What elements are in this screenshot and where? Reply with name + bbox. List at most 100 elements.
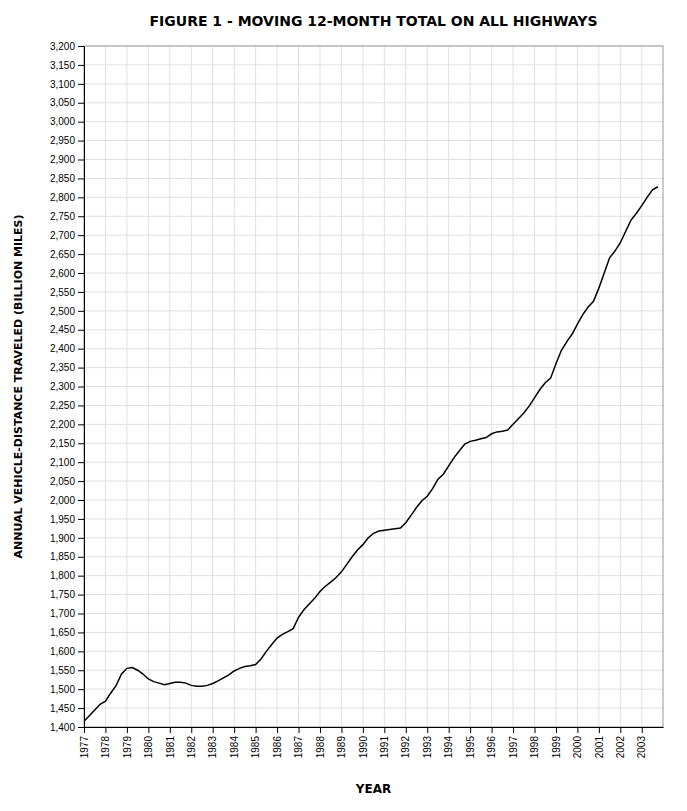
x-tick-mark	[277, 727, 278, 733]
x-tick: 2003	[636, 727, 647, 758]
y-tick-label: 2,700	[50, 230, 75, 241]
y-tick-label: 2,500	[50, 306, 75, 317]
y-tick: 2,050	[50, 476, 84, 487]
x-tick-label: 1993	[422, 736, 433, 759]
x-tick-mark	[84, 727, 85, 733]
x-tick: 1987	[293, 727, 304, 758]
x-tick: 1991	[379, 727, 390, 758]
x-tick: 1986	[272, 727, 283, 758]
x-tick: 1981	[165, 727, 176, 758]
x-tick-mark	[470, 727, 471, 733]
x-tick-mark	[620, 727, 621, 733]
title: FIGURE 1 - MOVING 12-MONTH TOTAL ON ALL …	[150, 13, 598, 29]
grid-line-y	[84, 102, 663, 103]
x-tick: 1998	[529, 727, 540, 758]
y-tick-mark	[78, 651, 84, 652]
y-tick-mark	[78, 216, 84, 217]
y-tick-label: 1,500	[50, 684, 75, 695]
y-tick-mark	[78, 387, 84, 388]
y-tick: 1,700	[50, 608, 84, 619]
y-tick-label: 3,150	[50, 60, 75, 71]
y-tick-label: 2,050	[50, 476, 75, 487]
x-tick-label: 1986	[272, 736, 283, 759]
y-tick-mark	[78, 178, 84, 179]
y-tick-mark	[78, 141, 84, 142]
grid-line-y	[84, 443, 663, 444]
y-tick: 1,400	[50, 722, 84, 733]
y-tick-label: 2,250	[50, 400, 75, 411]
grid-line-y	[84, 481, 663, 482]
x-tick-label: 1990	[358, 736, 369, 759]
y-tick-label: 1,450	[50, 703, 75, 714]
grid-line-y	[84, 575, 663, 576]
x-tick-mark	[320, 727, 321, 733]
x-tick-mark	[363, 727, 364, 733]
y-tick: 1,800	[50, 570, 84, 581]
y-tick: 1,450	[50, 703, 84, 714]
x-tick-mark	[492, 727, 493, 733]
y-tick-label: 1,600	[50, 646, 75, 657]
x-tick-label: 1991	[379, 736, 390, 759]
y-tick-mark	[78, 689, 84, 690]
x-tick-mark	[535, 727, 536, 733]
grid-line-y	[84, 518, 663, 519]
x-tick: 1996	[486, 727, 497, 758]
y-tick-mark	[78, 481, 84, 482]
y-tick-mark	[78, 122, 84, 123]
y-tick-mark	[78, 500, 84, 501]
grid-line-y	[84, 291, 663, 292]
y-tick: 3,200	[50, 41, 84, 52]
grid-line-y	[84, 632, 663, 633]
x-tick-mark	[105, 727, 106, 733]
x-tick: 1994	[443, 727, 454, 758]
grid	[84, 46, 663, 727]
grid-line-y	[84, 367, 663, 368]
x-tick: 1984	[229, 727, 240, 758]
y-tick-mark	[78, 292, 84, 293]
y-tick-mark	[78, 349, 84, 350]
y-tick: 2,250	[50, 400, 84, 411]
y-tick: 1,550	[50, 665, 84, 676]
y-tick-label: 2,200	[50, 419, 75, 430]
grid-line-y	[84, 424, 663, 425]
y-tick-mark	[78, 576, 84, 577]
grid-line-y	[84, 613, 663, 614]
y-tick-label: 2,900	[50, 154, 75, 165]
x-tick-label: 2001	[594, 736, 605, 759]
y-tick-label: 3,000	[50, 116, 75, 127]
x-tick-label: 1983	[207, 736, 218, 759]
x-axis-title: YEAR	[355, 782, 391, 796]
grid-line-y	[84, 310, 663, 311]
grid-line-y	[84, 83, 663, 84]
y-tick-label: 2,600	[50, 268, 75, 279]
x-tick-mark	[299, 727, 300, 733]
y-tick-label: 2,100	[50, 457, 75, 468]
y-tick-mark	[78, 235, 84, 236]
y-tick: 2,350	[50, 362, 84, 373]
y-tick-mark	[78, 84, 84, 85]
y-tick-mark	[78, 424, 84, 425]
y-tick-label: 2,400	[50, 343, 75, 354]
y-tick-label: 2,850	[50, 173, 75, 184]
y-tick-label: 1,800	[50, 570, 75, 581]
y-tick-label: 1,550	[50, 665, 75, 676]
x-tick-label: 2002	[615, 736, 626, 759]
y-tick: 1,650	[50, 627, 84, 638]
y-tick-label: 1,900	[50, 533, 75, 544]
grid-line-y	[84, 216, 663, 217]
grid-line-y	[84, 689, 663, 690]
grid-line-y	[84, 329, 663, 330]
y-tick: 2,000	[50, 495, 84, 506]
y-tick-label: 2,150	[50, 438, 75, 449]
x-tick-label: 1980	[143, 736, 154, 759]
y-tick-label: 1,700	[50, 608, 75, 619]
grid-line-y	[84, 708, 663, 709]
chart: 1977197819791980198119821983198419851986…	[0, 0, 687, 811]
y-tick-mark	[78, 727, 84, 728]
x-tick: 2000	[572, 727, 583, 758]
y-tick-mark	[78, 670, 84, 671]
x-tick-label: 1989	[336, 736, 347, 759]
x-tick-mark	[384, 727, 385, 733]
y-tick-label: 3,050	[50, 97, 75, 108]
y-tick: 2,900	[50, 154, 84, 165]
